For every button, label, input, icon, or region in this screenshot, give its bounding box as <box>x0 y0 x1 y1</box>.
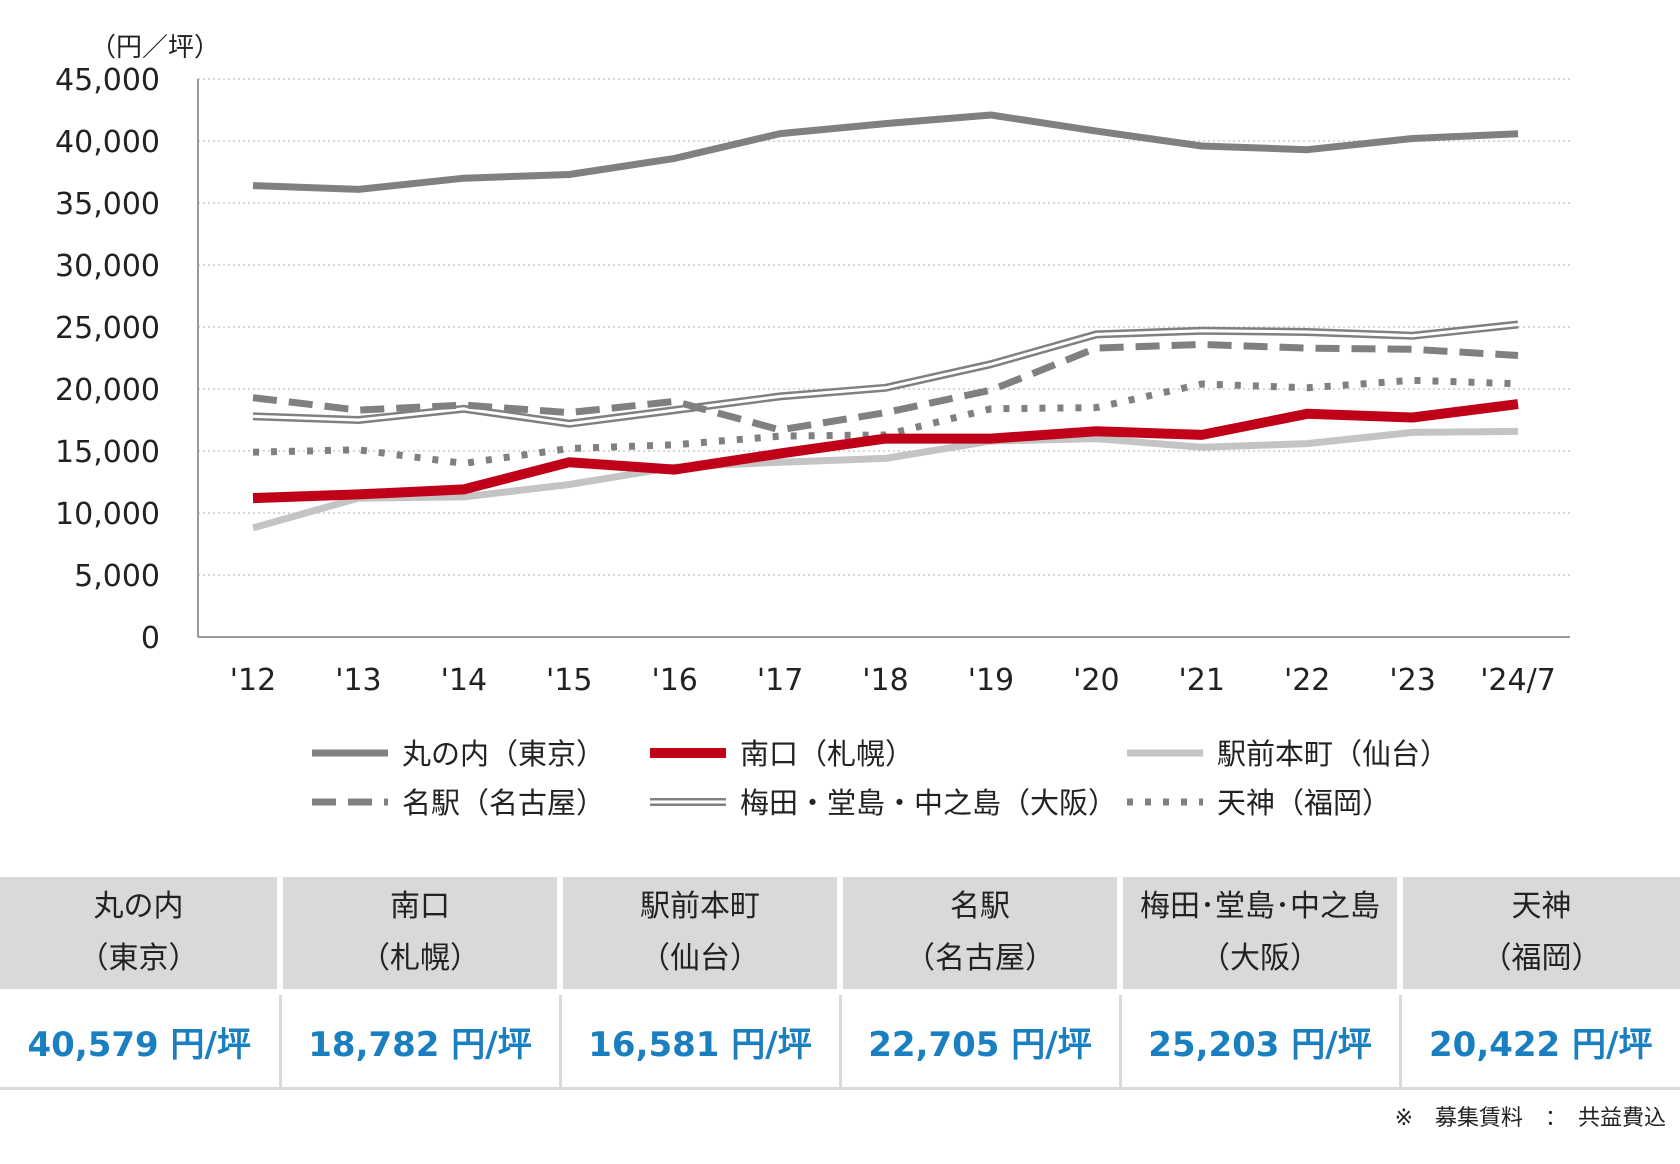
table-header-cell: 駅前本町 （仙台） <box>557 877 840 995</box>
series <box>252 427 1519 532</box>
legend-label: 南口（札幌） <box>740 737 914 771</box>
x-tick-label: '23 <box>1389 663 1435 698</box>
series <box>252 111 1519 193</box>
legend-item: 南口（札幌） <box>650 737 914 771</box>
legend-label: 天神（福岡） <box>1217 786 1391 820</box>
header-line1: 梅田･堂島･中之島 <box>1140 889 1380 924</box>
axes: 0 5,000 10,000 15,000 20,000 25,000 30,000 35,0… <box>55 63 1570 698</box>
rent-value-cell: 22,705 円/坪 <box>838 992 1120 1090</box>
y-tick-label: 30,000 <box>55 249 160 284</box>
x-tick-label: '20 <box>1073 663 1119 698</box>
y-tick-label: 40,000 <box>55 125 160 160</box>
table-header-row: 丸の内 （東京） 南口 （札幌） 駅前本町 （仙台） 名駅 （名古屋） 梅田･堂島･中之… <box>0 877 1680 995</box>
table-header-cell: 南口 （札幌） <box>277 877 560 995</box>
y-tick-label: 25,000 <box>55 311 160 346</box>
x-tick-label: '24/7 <box>1480 663 1556 698</box>
header-line2: （仙台） <box>640 941 760 976</box>
x-tick-label: '15 <box>546 663 592 698</box>
series <box>252 320 1519 428</box>
x-tick-label: '17 <box>757 663 803 698</box>
legend: 丸の内（東京） 南口（札幌） 駅前本町（仙台） 名駅（名古屋） 梅田・堂島・中之島（大阪… <box>312 737 1449 820</box>
header-line1: 天神 <box>1511 889 1572 924</box>
header-line1: 名駅 <box>950 889 1010 924</box>
x-tick-label: '16 <box>651 663 697 698</box>
legend-item: 丸の内（東京） <box>312 737 605 771</box>
x-tick-label: '13 <box>335 663 381 698</box>
header-line1: 丸の内 <box>93 889 184 924</box>
legend-label: 丸の内（東京） <box>402 737 605 771</box>
x-tick-label: '12 <box>230 663 276 698</box>
table-value-row: 40,579 円/坪 18,782 円/坪 16,581 円/坪 22,705 … <box>0 992 1680 1090</box>
y-tick-label: 35,000 <box>55 187 160 222</box>
legend-label: 駅前本町（仙台） <box>1217 737 1449 771</box>
rent-value-cell: 18,782 円/坪 <box>278 992 560 1090</box>
header-line2: （東京） <box>78 941 199 976</box>
rent-value-cell: 20,422 円/坪 <box>1398 992 1680 1090</box>
rent-value-cell: 40,579 円/坪 <box>0 992 280 1090</box>
y-tick-label: 20,000 <box>55 373 160 408</box>
series-line <box>252 399 1519 504</box>
legend-label: 梅田・堂島・中之島（大阪） <box>740 786 1117 820</box>
footnote: ※ 募集賃料 ： 共益費込 <box>1394 1106 1666 1131</box>
y-tick-label: 15,000 <box>55 435 160 470</box>
y-tick-label: 0 <box>141 621 160 656</box>
legend-item: 名駅（名古屋） <box>312 786 605 820</box>
series <box>252 399 1519 504</box>
rent-value-cell: 25,203 円/坪 <box>1118 992 1400 1090</box>
header-line2: （福岡） <box>1481 941 1602 976</box>
x-tick-label: '14 <box>441 663 487 698</box>
header-line2: （名古屋） <box>905 941 1055 976</box>
series-line <box>252 111 1519 193</box>
x-tick-label: '21 <box>1179 663 1225 698</box>
header-line1: 駅前本町 <box>640 889 760 924</box>
x-tick-label: '22 <box>1284 663 1330 698</box>
y-tick-label: 45,000 <box>55 63 160 98</box>
header-line2: （大阪） <box>1200 941 1320 976</box>
rent-value-cell: 16,581 円/坪 <box>558 992 840 1090</box>
summary-table: 丸の内 （東京） 南口 （札幌） 駅前本町 （仙台） 名駅 （名古屋） 梅田･堂島･中之… <box>0 877 1680 1090</box>
legend-item: 天神（福岡） <box>1127 786 1391 820</box>
header-line1: 南口 <box>390 889 450 924</box>
table-header-cell: 梅田･堂島･中之島 （大阪） <box>1117 877 1400 995</box>
table-header-cell: 丸の内 （東京） <box>0 877 280 995</box>
table-header-cell: 名駅 （名古屋） <box>837 877 1120 995</box>
x-tick-label: '19 <box>968 663 1014 698</box>
y-tick-label: 10,000 <box>55 497 160 532</box>
line-chart: （円／坪） 0 5,000 10,000 15,000 20,000 25,000 30,0… <box>55 33 1570 820</box>
legend-item: 梅田・堂島・中之島（大阪） <box>650 786 1117 820</box>
series-line-inner <box>252 323 1519 426</box>
x-tick-label: '18 <box>862 663 908 698</box>
series-lines <box>252 111 1519 532</box>
legend-item: 駅前本町（仙台） <box>1127 737 1449 771</box>
series-line <box>252 427 1519 532</box>
y-tick-label: 5,000 <box>74 559 160 594</box>
y-axis-unit-label: （円／坪） <box>90 33 220 63</box>
legend-label: 名駅（名古屋） <box>402 786 605 820</box>
table-header-cell: 天神 （福岡） <box>1397 877 1680 995</box>
header-line2: （札幌） <box>360 941 480 976</box>
